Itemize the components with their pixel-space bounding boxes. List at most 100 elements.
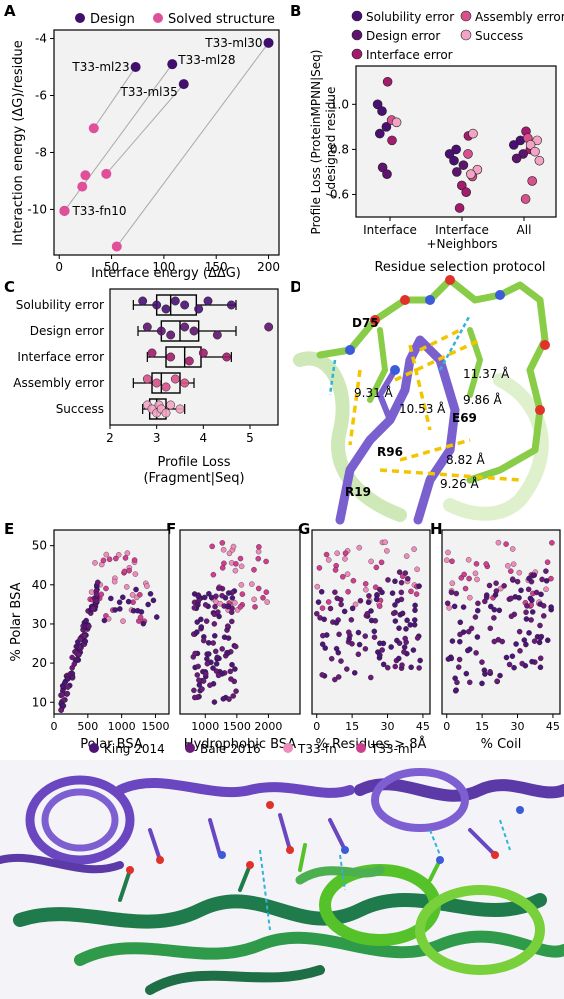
data-point [530, 146, 540, 157]
oxygen-atom [540, 340, 550, 350]
x-tick-label: 200 [257, 260, 280, 274]
data-point [251, 566, 257, 573]
data-point [368, 608, 374, 614]
data-point [474, 576, 480, 583]
data-point [473, 561, 480, 567]
data-point [518, 587, 524, 594]
data-point [229, 661, 235, 668]
data-point [410, 647, 417, 653]
data-point [508, 613, 515, 620]
x-tick-label: 3 [153, 431, 161, 445]
data-point [225, 590, 232, 596]
data-point [221, 560, 227, 567]
data-point [191, 687, 197, 694]
data-point [414, 635, 421, 641]
data-point [416, 583, 422, 589]
panel-a: A T33-fn10 T33-ml23 T33-ml28 T33-ml35 T33-ml… [4, 2, 280, 281]
data-point [64, 690, 71, 697]
data-point [95, 579, 101, 586]
nitrogen-atom [390, 365, 400, 375]
data-point [93, 591, 100, 598]
data-point [466, 575, 472, 582]
x-tick-label: +Neighbors [426, 237, 497, 251]
x-axis-label-a: Interface energy (ΔΔG) [91, 266, 241, 281]
data-point [69, 654, 75, 661]
violet-helices-i [0, 768, 564, 874]
data-point [215, 585, 222, 592]
data-point [333, 620, 340, 626]
data-point [108, 595, 114, 602]
data-point [111, 578, 118, 585]
data-point [516, 569, 523, 576]
legend-marker-t33fn [283, 743, 293, 753]
data-point [534, 155, 545, 166]
x-tick-label: 100 [152, 260, 175, 274]
distance-label-6: 9.26 Å [440, 476, 480, 491]
data-point [408, 664, 414, 670]
link-line [93, 66, 137, 129]
data-point [368, 674, 374, 681]
data-point [449, 580, 456, 586]
data-point [491, 615, 497, 621]
data-label: T33-ml23 [71, 60, 129, 74]
data-point [341, 608, 348, 615]
data-point [194, 304, 204, 314]
data-point [392, 578, 398, 584]
data-point [362, 646, 369, 652]
lime-sidechain-d75 [367, 327, 389, 403]
data-point [147, 348, 157, 358]
data-point [178, 79, 189, 90]
data-point [372, 584, 379, 590]
data-point [346, 636, 352, 642]
data-point [473, 650, 479, 656]
data-point [167, 59, 178, 70]
data-point [536, 639, 543, 646]
data-point [338, 596, 344, 603]
y-tick-label: -6 [35, 89, 47, 103]
data-point [232, 600, 238, 606]
legend-label-king: King 2014 [104, 742, 165, 756]
data-point [382, 76, 393, 87]
data-point [483, 592, 490, 598]
data-point [239, 591, 246, 597]
data-label: T33-ml30 [204, 36, 262, 50]
legend-a: Design Solved structure [75, 12, 275, 27]
data-point [356, 544, 363, 551]
data-point [65, 676, 71, 682]
x-axis-label-c-line2: (Fragment|Seq) [143, 471, 244, 486]
data-point [198, 624, 205, 630]
data-point [391, 117, 402, 128]
data-point [374, 128, 385, 139]
data-point [368, 558, 374, 565]
data-point [228, 609, 235, 616]
category-label: Interface error [17, 350, 104, 364]
y-tick-label: 0.8 [330, 142, 349, 156]
data-point [74, 656, 80, 663]
data-point [263, 37, 274, 48]
data-point [396, 655, 402, 662]
data-point [122, 555, 129, 561]
data-point [219, 592, 225, 599]
data-point [156, 326, 166, 336]
data-point [115, 552, 122, 558]
data-point [463, 670, 470, 677]
legend-marker-interface [351, 48, 363, 60]
x-tick-label: 500 [77, 720, 98, 733]
data-point [493, 580, 499, 586]
data-point [544, 637, 551, 644]
data-point [214, 654, 221, 661]
data-point [212, 633, 218, 639]
data-point [408, 588, 414, 595]
link-line [105, 83, 185, 175]
data-point [523, 616, 530, 622]
data-point [351, 670, 358, 676]
data-point [444, 149, 455, 159]
data-point [350, 577, 357, 584]
panel-b: B Solubility error Assembly error Design… [290, 2, 564, 275]
violet-sidechain-r96 [376, 367, 398, 423]
data-point [519, 660, 525, 667]
data-point [100, 557, 107, 564]
data-point [80, 170, 91, 181]
data-point [220, 696, 227, 702]
box [151, 372, 181, 394]
